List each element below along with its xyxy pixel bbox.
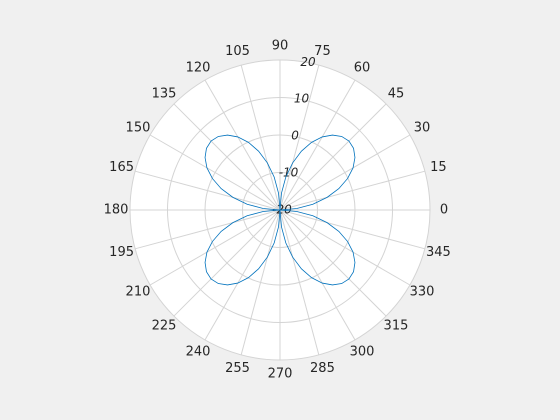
- theta-tick-label: 210: [126, 285, 151, 300]
- theta-tick-label: 315: [384, 318, 409, 333]
- grid-spoke: [240, 64, 281, 211]
- data-line: [204, 134, 356, 286]
- r-tick-label: 10: [294, 92, 310, 106]
- theta-tick-label: 45: [388, 87, 405, 102]
- theta-tick-label: 0: [440, 203, 448, 218]
- r-tick-label: -10: [279, 166, 299, 180]
- grid-spoke: [240, 209, 281, 356]
- grid-spoke: [173, 103, 281, 211]
- grid-spoke: [279, 103, 387, 211]
- grid-spoke: [279, 209, 411, 286]
- grid-spoke: [204, 209, 281, 341]
- theta-tick-label: 255: [225, 361, 250, 376]
- grid-spoke: [279, 209, 426, 250]
- grid-spoke: [279, 64, 320, 211]
- theta-tick-label: 30: [414, 121, 431, 136]
- theta-tick-label: 60: [354, 60, 371, 75]
- theta-tick-label: 165: [109, 160, 134, 175]
- theta-tick-label: 15: [430, 160, 447, 175]
- theta-tick-label: 135: [152, 87, 177, 102]
- theta-tick-label: 300: [350, 345, 375, 360]
- theta-tick-label: 120: [186, 60, 211, 75]
- grid-spoke: [279, 209, 320, 356]
- grid-spoke: [149, 209, 281, 286]
- theta-tick-label: 105: [225, 44, 250, 59]
- r-tick-label: 0: [291, 129, 299, 143]
- grid-spoke: [204, 79, 281, 211]
- theta-tick-label: 240: [186, 345, 211, 360]
- theta-tick-label: 270: [268, 367, 293, 382]
- theta-tick-label: 225: [152, 318, 177, 333]
- theta-tick-label: 330: [410, 285, 435, 300]
- grid-spoke: [279, 134, 411, 211]
- theta-tick-label: 285: [310, 361, 335, 376]
- theta-tick-label: 180: [104, 203, 129, 218]
- theta-tick-label: 150: [126, 121, 151, 136]
- grid-spoke: [173, 209, 281, 317]
- r-tick-label: 20: [300, 55, 316, 69]
- grid-spoke: [149, 134, 281, 211]
- theta-tick-label: 345: [426, 245, 451, 260]
- grid-spoke: [279, 209, 356, 341]
- grid-spoke: [279, 209, 387, 317]
- theta-tick-label: 75: [314, 44, 331, 59]
- grid-spoke: [134, 170, 281, 211]
- theta-tick-label: 90: [272, 39, 289, 54]
- grid-spoke: [279, 79, 356, 211]
- grid-spoke: [279, 170, 426, 211]
- grid-spoke: [134, 209, 281, 250]
- theta-tick-label: 195: [109, 245, 134, 260]
